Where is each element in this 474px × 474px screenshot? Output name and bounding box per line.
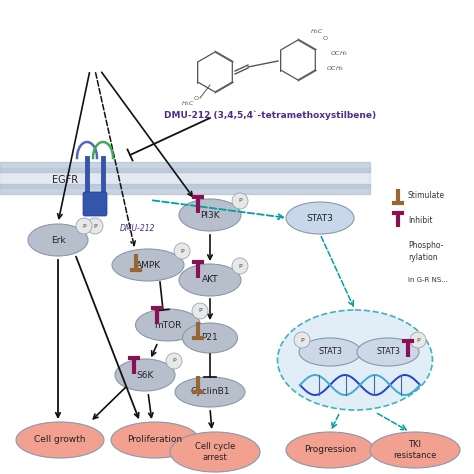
Ellipse shape: [277, 310, 432, 410]
Text: O: O: [193, 96, 199, 101]
FancyBboxPatch shape: [83, 192, 107, 216]
Text: P: P: [93, 224, 97, 228]
Text: P: P: [198, 309, 202, 313]
Ellipse shape: [111, 422, 199, 458]
Text: P: P: [416, 337, 420, 343]
Circle shape: [174, 243, 190, 259]
Text: P: P: [180, 248, 184, 254]
Text: STAT3: STAT3: [307, 213, 333, 222]
Text: Cell cycle
arrest: Cell cycle arrest: [195, 442, 235, 462]
Text: Stimulate: Stimulate: [408, 191, 445, 200]
Text: Inhibit: Inhibit: [408, 216, 432, 225]
Circle shape: [76, 218, 92, 234]
Text: Proliferation: Proliferation: [128, 436, 182, 445]
Circle shape: [410, 332, 426, 348]
Ellipse shape: [28, 224, 88, 256]
Ellipse shape: [182, 323, 237, 353]
Ellipse shape: [16, 422, 104, 458]
Text: P: P: [238, 199, 242, 203]
Text: P: P: [238, 264, 242, 268]
Text: DMU-212: DMU-212: [120, 224, 156, 233]
Text: AMPK: AMPK: [136, 261, 161, 270]
Text: Erk: Erk: [51, 236, 65, 245]
Ellipse shape: [370, 432, 460, 468]
Text: PI3K: PI3K: [200, 210, 220, 219]
Ellipse shape: [115, 359, 175, 391]
Circle shape: [294, 332, 310, 348]
Text: EGFR: EGFR: [52, 175, 78, 185]
Text: $OCH_3$: $OCH_3$: [330, 49, 348, 58]
Text: Phospho-: Phospho-: [408, 240, 443, 249]
Text: P: P: [82, 224, 86, 228]
Text: DMU-212 (3,4,5,4`-tetramethoxystilbene): DMU-212 (3,4,5,4`-tetramethoxystilbene): [164, 110, 376, 120]
Circle shape: [232, 193, 248, 209]
Ellipse shape: [299, 338, 361, 366]
Text: P: P: [172, 358, 176, 364]
Text: $OCH_3$: $OCH_3$: [326, 64, 344, 73]
Ellipse shape: [357, 338, 419, 366]
Circle shape: [232, 258, 248, 274]
Text: $H_3C$: $H_3C$: [181, 99, 195, 108]
Circle shape: [192, 303, 208, 319]
Ellipse shape: [179, 264, 241, 296]
Text: P21: P21: [201, 334, 219, 343]
Ellipse shape: [286, 432, 374, 468]
Text: O: O: [323, 36, 328, 41]
Text: In G-R NS...: In G-R NS...: [408, 277, 448, 283]
Text: mTOR: mTOR: [155, 320, 182, 329]
Circle shape: [166, 353, 182, 369]
Text: Cell growth: Cell growth: [34, 436, 86, 445]
Ellipse shape: [136, 309, 201, 341]
Text: rylation: rylation: [408, 253, 438, 262]
Text: TKI
resistance: TKI resistance: [393, 440, 437, 460]
Ellipse shape: [170, 432, 260, 472]
Ellipse shape: [179, 199, 241, 231]
Text: $H_3C$: $H_3C$: [310, 27, 324, 36]
Ellipse shape: [112, 249, 184, 281]
Text: AKT: AKT: [202, 275, 219, 284]
Text: S6K: S6K: [137, 371, 154, 380]
Ellipse shape: [175, 377, 245, 407]
Text: CyclinB1: CyclinB1: [190, 388, 230, 396]
Text: P: P: [300, 337, 304, 343]
Ellipse shape: [286, 202, 354, 234]
Text: STAT3: STAT3: [376, 347, 400, 356]
Circle shape: [87, 218, 103, 234]
Text: Progression: Progression: [304, 446, 356, 455]
Text: STAT3: STAT3: [318, 347, 342, 356]
